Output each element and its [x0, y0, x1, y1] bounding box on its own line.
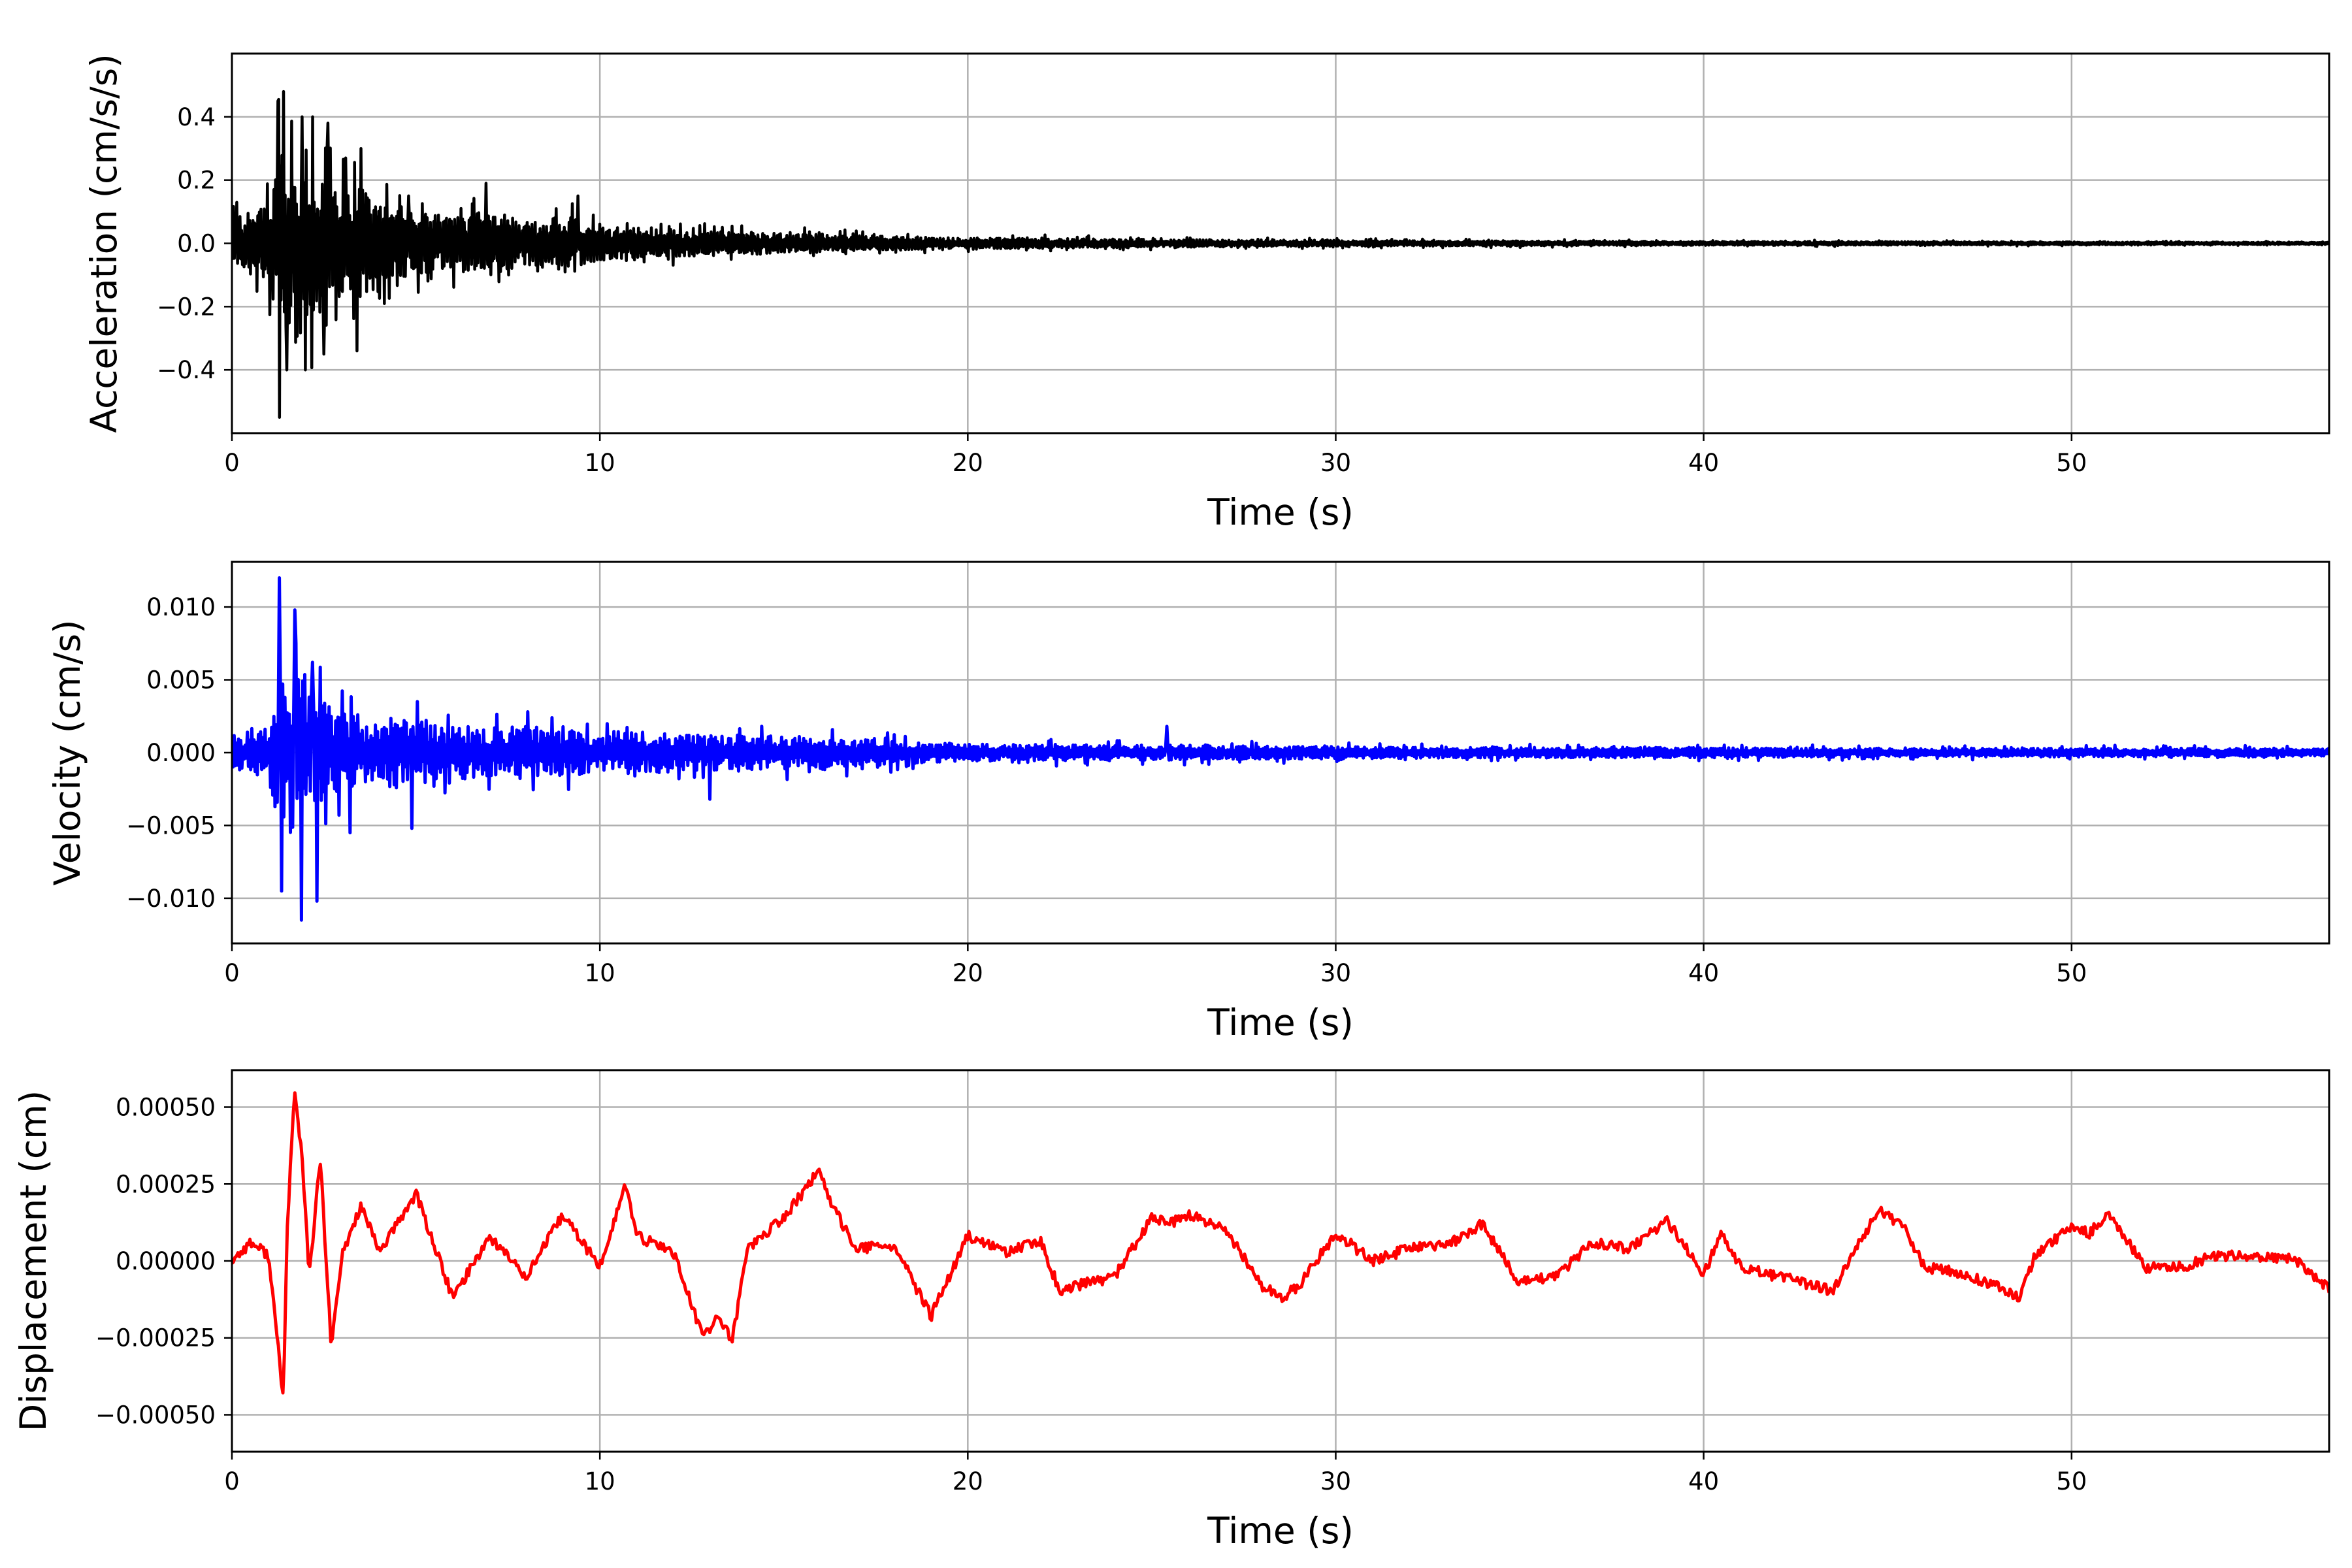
displacement-series-line	[232, 1091, 2329, 1395]
x-tick-label: 30	[1320, 959, 1351, 987]
x-tick-label: 10	[585, 449, 615, 477]
x-tick-label: 40	[1688, 959, 1719, 987]
y-axis-label: Displacement (cm)	[12, 1090, 54, 1431]
x-tick-label: 40	[1688, 449, 1719, 477]
x-axis-label: Time (s)	[1207, 1002, 1354, 1043]
y-tick-label: 0.00000	[116, 1247, 216, 1275]
x-tick-label: 20	[953, 449, 983, 477]
y-tick-label: 0.4	[177, 103, 216, 131]
acceleration-series-line	[232, 90, 2329, 419]
y-tick-label: 0.005	[146, 666, 216, 694]
y-axis-label: Velocity (cm/s)	[46, 619, 88, 885]
x-tick-label: 20	[953, 959, 983, 987]
x-tick-label: 10	[585, 959, 615, 987]
y-tick-label: −0.00050	[95, 1401, 216, 1429]
y-tick-label: −0.2	[157, 293, 216, 321]
x-tick-label: 0	[224, 959, 240, 987]
y-tick-label: 0.2	[177, 167, 216, 195]
displacement-panel: 0 10 20 30 40 50 0.00050 0.00025 0.00000 −0.00025…	[12, 1069, 2330, 1552]
x-tick-label: 50	[2056, 959, 2087, 987]
y-tick-label: −0.005	[126, 811, 216, 840]
x-axis-label: Time (s)	[1207, 491, 1354, 533]
x-tick-label: 50	[2056, 1467, 2087, 1495]
velocity-panel: 0 10 20 30 40 50 0.010 0.005 0.000 −0.005 −0.010 Ti…	[46, 561, 2330, 1043]
y-tick-label: −0.4	[157, 356, 216, 384]
x-tick-label: 50	[2056, 449, 2087, 477]
acceleration-panel: 0 10 20 30 40 50 0.4 0.2 0.0 −0.2 −0.4 Time (s) Acce…	[83, 52, 2330, 533]
y-tick-label: −0.010	[126, 885, 216, 913]
x-tick-label: 0	[224, 449, 240, 477]
y-tick-label: 0.00025	[116, 1170, 216, 1198]
y-tick-label: −0.00025	[95, 1324, 216, 1352]
velocity-series-line	[232, 576, 2329, 922]
y-axis-label: Acceleration (cm/s/s)	[83, 54, 125, 433]
x-axis-label: Time (s)	[1207, 1510, 1354, 1552]
y-tick-label: 0.010	[146, 593, 216, 621]
x-tick-label: 30	[1320, 449, 1351, 477]
y-tick-label: 0.0	[177, 230, 216, 258]
x-tick-label: 40	[1688, 1467, 1719, 1495]
x-tick-label: 10	[585, 1467, 615, 1495]
x-tick-label: 0	[224, 1467, 240, 1495]
y-tick-label: 0.00050	[116, 1094, 216, 1122]
x-tick-label: 20	[953, 1467, 983, 1495]
x-tick-label: 30	[1320, 1467, 1351, 1495]
y-tick-label: 0.000	[146, 739, 216, 767]
